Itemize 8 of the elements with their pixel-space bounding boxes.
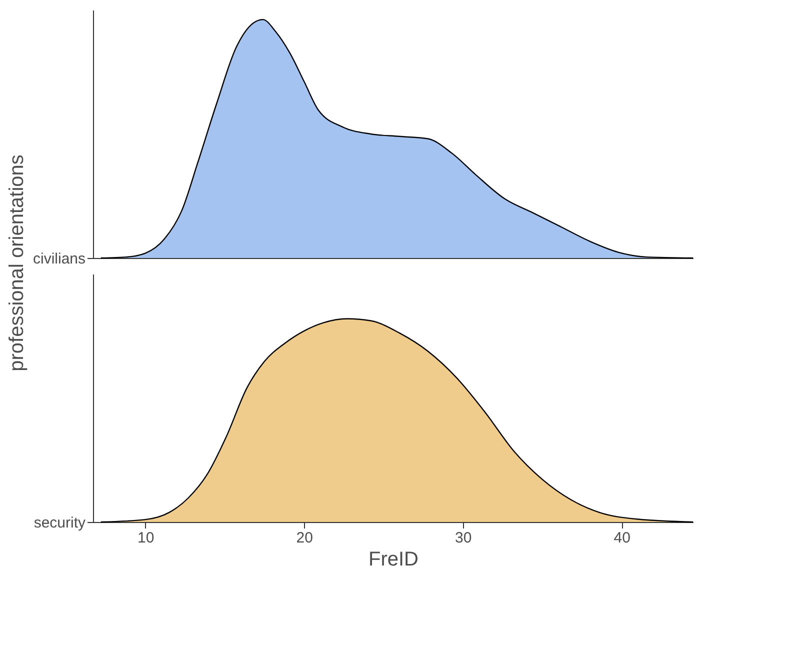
y-axis-title: professional orientations xyxy=(6,154,28,372)
x-axis-title: FreID xyxy=(368,548,418,570)
series-label: security xyxy=(34,514,86,532)
x-tick-label: 30 xyxy=(455,530,472,546)
series-label: civilians xyxy=(32,250,86,268)
x-tick-label: 40 xyxy=(614,530,630,546)
x-tick-label: 10 xyxy=(138,530,154,546)
x-tick-label: 20 xyxy=(296,530,313,546)
